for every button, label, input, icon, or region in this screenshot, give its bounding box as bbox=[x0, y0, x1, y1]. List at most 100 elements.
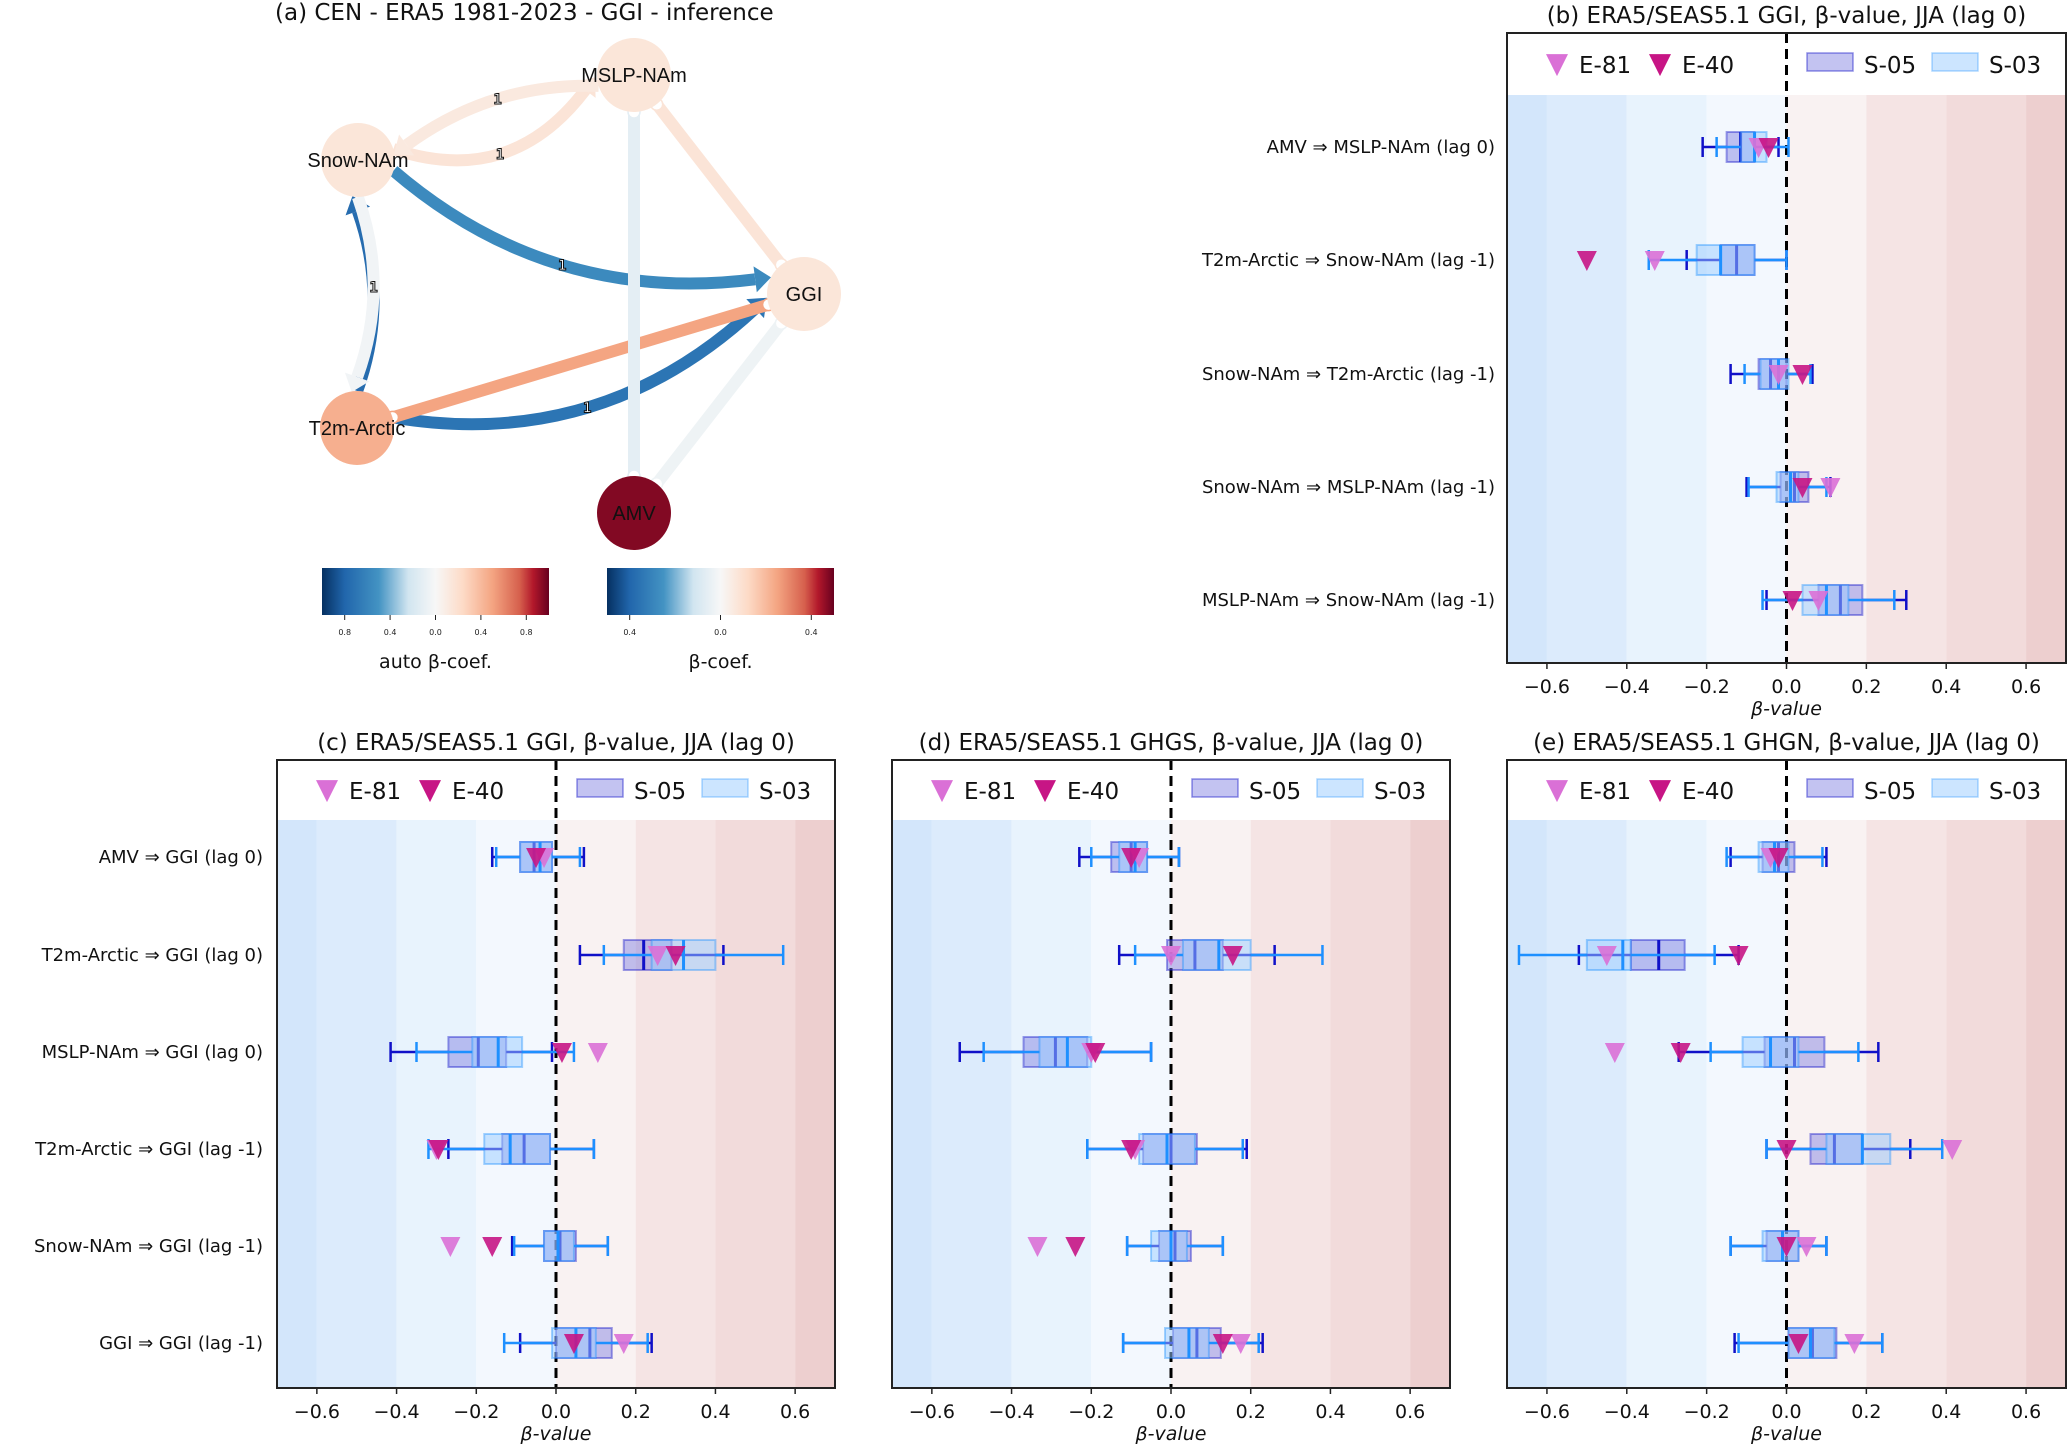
background-band bbox=[1786, 95, 1867, 663]
background-band bbox=[931, 820, 1012, 1388]
legend-s05-label: S-05 bbox=[1864, 779, 1916, 805]
e40-marker bbox=[482, 1237, 503, 1257]
node-label: GGI bbox=[786, 284, 823, 306]
colorbar-label: auto β-coef. bbox=[379, 651, 492, 673]
row-label: Snow-NAm ⇒ MSLP-NAm (lag -1) bbox=[1202, 477, 1495, 498]
e40-marker bbox=[1222, 946, 1243, 966]
e40-marker bbox=[1792, 365, 1813, 385]
e81-marker bbox=[440, 1237, 461, 1257]
arrowhead-icon bbox=[393, 134, 415, 156]
legend-e81-marker bbox=[316, 780, 338, 803]
s03-box bbox=[1825, 1133, 1892, 1165]
e81-marker bbox=[587, 1043, 608, 1063]
row-label: MSLP-NAm ⇒ Snow-NAm (lag -1) bbox=[1202, 590, 1495, 611]
e40-marker bbox=[1782, 591, 1803, 611]
colorbar-tick-label: 0.4 bbox=[805, 628, 818, 637]
e81-marker bbox=[1844, 1334, 1865, 1354]
colorbar-1 bbox=[607, 568, 834, 615]
x-tick-label: 0.6 bbox=[1395, 1401, 1425, 1423]
e40-marker bbox=[1065, 1237, 1086, 1257]
panel-d-boxplot: (d) ERA5/SEAS5.1 GHGS, β-value, JJA (lag… bbox=[891, 730, 1451, 1445]
panel-title: (e) ERA5/SEAS5.1 GHGN, β-value, JJA (lag… bbox=[1533, 730, 2040, 756]
x-tick-label: −0.2 bbox=[1684, 1401, 1730, 1423]
x-tick-label: −0.4 bbox=[1604, 1401, 1650, 1423]
colorbar-tick-label: 0.0 bbox=[429, 628, 442, 637]
e81-marker bbox=[1820, 478, 1841, 498]
row-label: T2m-Arctic ⇒ Snow-NAm (lag -1) bbox=[1201, 250, 1495, 271]
node-label: T2m-Arctic bbox=[309, 418, 406, 440]
legend-s05-label: S-05 bbox=[1249, 779, 1301, 805]
x-tick-label: −0.2 bbox=[453, 1401, 499, 1423]
colorbar-label: β-coef. bbox=[688, 651, 752, 673]
e40-marker bbox=[1792, 478, 1813, 498]
e40-marker bbox=[1670, 1043, 1691, 1063]
e81-marker bbox=[647, 946, 668, 966]
s03-box bbox=[1181, 939, 1252, 971]
row-label: AMV ⇒ MSLP-NAm (lag 0) bbox=[1267, 137, 1495, 158]
panel-a-network: (a) CEN - ERA5 1981-2023 - GGI - inferen… bbox=[275, 0, 841, 673]
e40-marker bbox=[1788, 1334, 1809, 1354]
edge-T2m-Arctic-GGI bbox=[390, 298, 771, 424]
colorbar-tick-label: 0.8 bbox=[520, 628, 533, 637]
legend-e40-label: E-40 bbox=[452, 779, 504, 805]
node-label: AMV bbox=[612, 503, 656, 525]
edge-MSLP-NAm-GGI bbox=[651, 100, 787, 269]
legend-s03-label: S-03 bbox=[759, 779, 811, 805]
e40-marker bbox=[665, 946, 686, 966]
background-band bbox=[1171, 820, 1251, 1388]
x-tick-label: 0.2 bbox=[621, 1401, 651, 1423]
s03-box bbox=[1164, 1327, 1210, 1359]
e40-marker bbox=[1121, 848, 1142, 868]
e81-marker bbox=[1942, 1140, 1963, 1160]
arrowhead-icon bbox=[344, 372, 370, 393]
x-tick-label: 0.6 bbox=[780, 1401, 810, 1423]
e40-marker bbox=[526, 848, 547, 868]
legend-e81-marker bbox=[931, 780, 953, 803]
edge-lag-label: 1 bbox=[583, 401, 591, 417]
e40-marker bbox=[1576, 251, 1597, 271]
x-tick-label: 0.2 bbox=[1236, 1401, 1266, 1423]
legend-s05-swatch bbox=[1191, 778, 1239, 798]
row-label: GGI ⇒ GGI (lag -1) bbox=[99, 1333, 263, 1354]
legend-s03-label: S-03 bbox=[1989, 53, 2041, 79]
background-band bbox=[1091, 820, 1171, 1388]
background-band bbox=[1410, 820, 1450, 1388]
background-band bbox=[1330, 820, 1411, 1388]
node-t2m-arctic bbox=[320, 391, 394, 465]
edge-Snow-NAm-T2m-Arctic bbox=[351, 195, 380, 380]
legend-s03-label: S-03 bbox=[1374, 779, 1426, 805]
x-axis-label: β-value bbox=[520, 1423, 592, 1445]
x-tick-label: −0.6 bbox=[1524, 1401, 1570, 1423]
background-band bbox=[396, 820, 477, 1388]
x-axis-label: β-value bbox=[1750, 1423, 1822, 1445]
background-band bbox=[1786, 820, 1867, 1388]
x-tick-label: 0.6 bbox=[2011, 1401, 2041, 1423]
background-band bbox=[1546, 820, 1627, 1388]
e81-marker bbox=[1604, 1043, 1625, 1063]
edge-GGI-AMV bbox=[651, 319, 787, 488]
panel-title: (c) ERA5/SEAS5.1 GGI, β-value, JJA (lag … bbox=[317, 730, 795, 756]
legend-s03-swatch bbox=[701, 778, 749, 798]
panel-title: (d) ERA5/SEAS5.1 GHGS, β-value, JJA (lag… bbox=[919, 730, 1424, 756]
s03-box bbox=[1695, 244, 1756, 276]
legend-s05-swatch bbox=[1806, 52, 1854, 72]
panel-b-boxplot: (b) ERA5/SEAS5.1 GGI, β-value, JJA (lag … bbox=[1201, 3, 2067, 720]
background-band bbox=[795, 820, 835, 1388]
e40-marker bbox=[1768, 848, 1789, 868]
colorbar-tick-label: 0.4 bbox=[384, 628, 397, 637]
legend-e40-label: E-40 bbox=[1682, 53, 1734, 79]
background-band bbox=[1866, 820, 1947, 1388]
x-tick-label: −0.6 bbox=[294, 1401, 340, 1423]
row-label: T2m-Arctic ⇒ GGI (lag -1) bbox=[34, 1139, 263, 1160]
background-band bbox=[2026, 820, 2066, 1388]
x-tick-label: 0.4 bbox=[1931, 676, 1961, 698]
background-band bbox=[1626, 820, 1707, 1388]
e40-marker bbox=[1085, 1043, 1106, 1063]
node-ggi bbox=[767, 257, 841, 331]
legend-s05-swatch bbox=[1806, 778, 1854, 798]
network-nodes: MSLP-NAm Snow-NAm GGI T2m-Arctic AMV bbox=[307, 38, 841, 550]
e81-marker bbox=[1796, 1237, 1817, 1257]
edge-MSLP-NAm-Snow-NAm bbox=[403, 79, 599, 150]
